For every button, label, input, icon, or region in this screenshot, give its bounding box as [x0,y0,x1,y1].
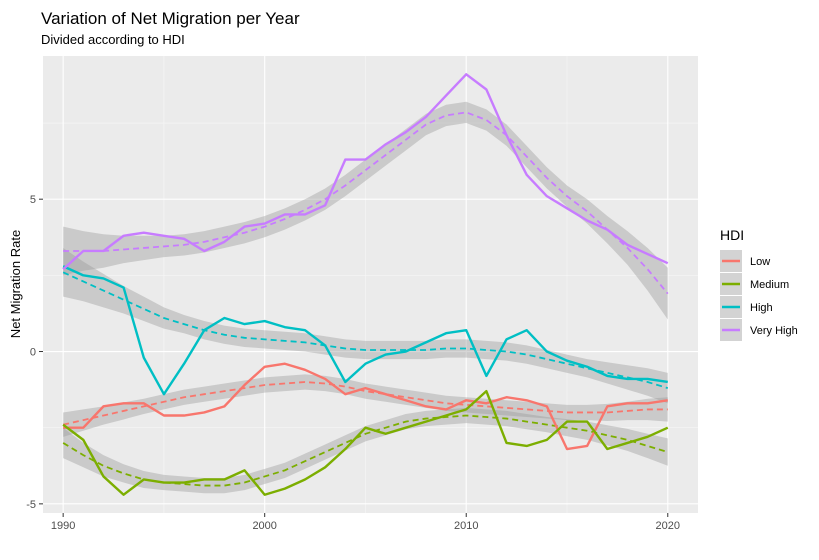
legend-label-very-high: Very High [750,325,798,337]
chart-title: Variation of Net Migration per Year [41,9,300,28]
plot-panel [43,56,698,513]
chart-subtitle: Divided according to HDI [41,32,185,47]
legend-label-high: High [750,302,773,314]
y-tick-label: 5 [30,194,36,206]
legend-title: HDI [720,227,744,243]
trend-line-high [62,271,669,389]
series-lines [62,73,669,496]
x-tick-label: 2010 [454,520,478,532]
confidence-band-low [63,374,668,437]
trend-lines [62,111,669,487]
series-line-very-high [62,73,669,271]
x-tick-label: 2020 [656,520,680,532]
y-axis-title: Net Migration Rate [8,230,23,338]
legend-label-medium: Medium [750,279,789,291]
trend-line-very-high [63,111,669,295]
legend: HDI Low Medium High Very High [720,227,798,341]
x-tick-label: 2000 [252,520,276,532]
grid-minor [43,56,698,513]
y-tick-label: -5 [26,499,36,511]
y-tick-label: 0 [30,347,36,359]
confidence-band-high [63,247,668,404]
trend-line-medium [62,414,669,487]
x-axis: 1990 2000 2010 2020 [51,513,680,532]
trend-line-low [62,381,668,426]
y-axis: -5 0 5 [26,194,43,511]
series-line-high [62,265,668,396]
x-tick-label: 1990 [51,520,75,532]
legend-label-low: Low [750,256,770,268]
series-line-low [63,362,668,451]
grid-major [43,56,698,513]
series-line-medium [62,389,669,496]
